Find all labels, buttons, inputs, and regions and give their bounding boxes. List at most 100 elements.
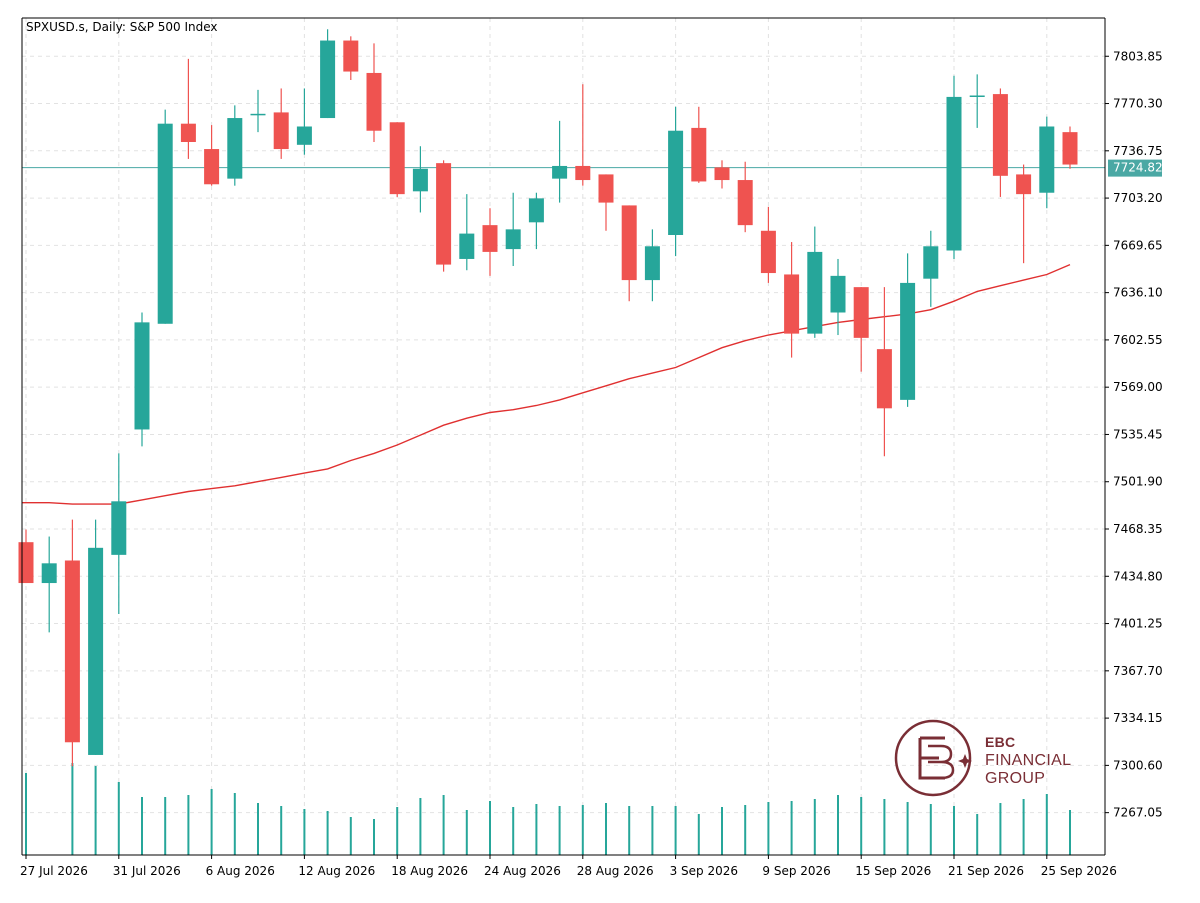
candle-bearish <box>760 206 776 283</box>
candle-bearish <box>482 208 498 276</box>
candle-body <box>900 282 916 400</box>
x-tick-label: 24 Aug 2026 <box>484 864 561 878</box>
candle-body <box>691 127 707 182</box>
candle-bearish <box>691 106 707 183</box>
y-tick-label: 7569.00 <box>1113 380 1163 394</box>
chart-title: SPXUSD.s, Daily: S&P 500 Index <box>26 20 218 34</box>
candle-body <box>64 560 80 743</box>
candle-body <box>923 246 939 279</box>
candle-body <box>807 251 823 334</box>
candle-body <box>598 174 614 203</box>
ebc-logo <box>893 718 1093 808</box>
y-tick-label: 7468.35 <box>1113 522 1163 536</box>
candle-bearish <box>389 122 405 197</box>
y-tick-label: 7334.15 <box>1113 711 1163 725</box>
candle-bullish <box>668 106 684 257</box>
candle-body <box>644 246 660 281</box>
y-tick-label: 7300.60 <box>1113 758 1163 772</box>
candle-bullish <box>412 146 428 213</box>
candle-body <box>760 230 776 274</box>
candle-bullish <box>923 230 939 307</box>
moving-average-line <box>22 263 1071 505</box>
candle-body <box>621 205 637 281</box>
candle-body <box>320 40 336 119</box>
candle-bullish <box>552 120 568 203</box>
ebc-logo-icon <box>894 719 972 797</box>
candle-bearish <box>853 287 869 372</box>
y-tick-label: 7736.75 <box>1113 144 1163 158</box>
candle-body <box>366 72 382 131</box>
candle-bearish <box>784 242 800 358</box>
candle-bearish <box>366 43 382 142</box>
candle-body <box>459 233 475 259</box>
candle-body <box>668 130 684 235</box>
candle-bearish <box>180 58 196 159</box>
current-price-tag: 7724.82 <box>1108 159 1163 177</box>
candle-body <box>714 167 730 181</box>
x-tick-label: 27 Jul 2026 <box>20 864 88 878</box>
x-tick-label: 18 Aug 2026 <box>391 864 468 878</box>
candle-bullish <box>111 453 127 615</box>
candle-body <box>575 165 591 181</box>
x-axis-labels: 27 Jul 2026 31 Jul 2026 6 Aug 2026 12 Aug 2… <box>20 855 1117 878</box>
candle-body <box>1062 132 1078 165</box>
candle-body <box>18 542 34 584</box>
logo-text-group: GROUP <box>985 770 1046 787</box>
candle-bearish <box>1062 126 1078 169</box>
candle-body <box>1016 174 1032 195</box>
y-tick-label: 7367.70 <box>1113 664 1163 678</box>
candle-bullish <box>830 258 846 336</box>
candles <box>18 29 1078 767</box>
candle-body <box>41 563 57 584</box>
candle-body <box>134 322 150 430</box>
candle-body <box>737 180 753 226</box>
candle-bearish <box>18 529 34 584</box>
candle-bullish <box>505 192 521 266</box>
candle-bullish <box>296 88 312 155</box>
candle-bearish <box>343 36 359 80</box>
x-tick-label: 9 Sep 2026 <box>762 864 830 878</box>
candle-bullish <box>807 226 823 338</box>
y-tick-label: 7501.90 <box>1113 475 1163 489</box>
y-axis-labels: 7803.85 7770.30 7736.75 7703.20 7669.65 7636.… <box>1105 49 1163 820</box>
x-tick-label: 25 Sep 2026 <box>1041 864 1117 878</box>
candle-body <box>273 112 289 150</box>
x-tick-label: 28 Aug 2026 <box>577 864 654 878</box>
y-tick-label: 7267.05 <box>1113 806 1163 820</box>
candle-body <box>227 118 243 179</box>
candle-body <box>482 225 498 252</box>
current-price-label: 7724.82 <box>1113 161 1163 175</box>
y-tick-label: 7770.30 <box>1113 97 1163 111</box>
candle-bearish <box>876 287 892 457</box>
candle-body <box>552 165 568 179</box>
candle-bearish <box>1016 164 1032 264</box>
candle-body <box>969 95 985 97</box>
candle-bearish <box>992 88 1008 197</box>
candle-bullish <box>320 29 336 119</box>
volume-bars <box>25 763 1071 855</box>
candle-body <box>992 94 1008 176</box>
candle-body <box>412 168 428 192</box>
candle-bullish <box>644 229 660 302</box>
candle-bullish <box>157 109 173 324</box>
candle-body <box>528 198 544 223</box>
y-tick-label: 7535.45 <box>1113 427 1163 441</box>
candle-bearish <box>737 161 753 233</box>
candle-body <box>853 287 869 338</box>
candle-bearish <box>575 84 591 186</box>
candle-body <box>157 123 173 324</box>
y-tick-label: 7602.55 <box>1113 333 1163 347</box>
candle-bullish <box>528 192 544 250</box>
candle-body <box>1039 126 1055 193</box>
y-tick-label: 7703.20 <box>1113 191 1163 205</box>
logo-text-financial: FINANCIAL <box>985 752 1072 769</box>
y-tick-label: 7803.85 <box>1113 49 1163 63</box>
candle-bearish <box>621 205 637 302</box>
candle-body <box>204 149 220 185</box>
candle-bullish <box>459 194 475 271</box>
y-tick-label: 7636.10 <box>1113 286 1163 300</box>
x-tick-label: 31 Jul 2026 <box>113 864 181 878</box>
chart-axes <box>21 17 1106 856</box>
candle-bearish <box>204 125 220 186</box>
